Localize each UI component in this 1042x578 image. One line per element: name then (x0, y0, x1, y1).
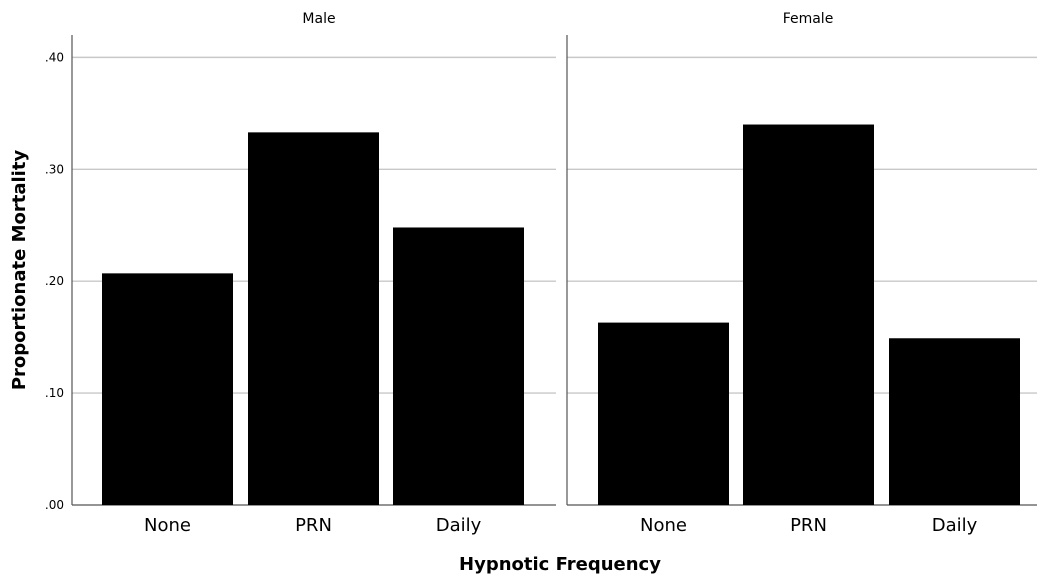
x-tick-label: None (640, 515, 687, 536)
y-tick-label: .00 (45, 498, 64, 512)
x-tick-label: None (144, 515, 191, 536)
y-axis-title: Proportionate Mortality (9, 150, 30, 391)
bar-male-daily (393, 227, 524, 505)
bar-female-daily (889, 338, 1020, 505)
bar-male-none (102, 273, 233, 505)
panel-female: Female None PRN Daily (566, 11, 1037, 536)
panel-title: Male (302, 11, 335, 27)
bar-female-prn (743, 124, 874, 506)
bar-male-prn (248, 132, 379, 505)
panel-title: Female (783, 11, 834, 27)
x-tick-label: Daily (436, 515, 482, 536)
y-tick-label: .20 (45, 274, 64, 288)
panel-male: Male None PRN Daily (71, 11, 556, 536)
x-tick-label: PRN (790, 515, 827, 536)
x-axis-title: Hypnotic Frequency (459, 554, 661, 575)
y-tick-label: .10 (45, 386, 64, 400)
y-tick-label: .40 (45, 50, 64, 64)
bar-female-none (598, 322, 729, 505)
x-tick-label: PRN (295, 515, 332, 536)
y-tick-label: .30 (45, 162, 64, 176)
x-tick-label: Daily (932, 515, 978, 536)
chart-panels: .00 .10 .20 .30 .40 Male None PRN Daily Female Non… (45, 11, 1037, 536)
